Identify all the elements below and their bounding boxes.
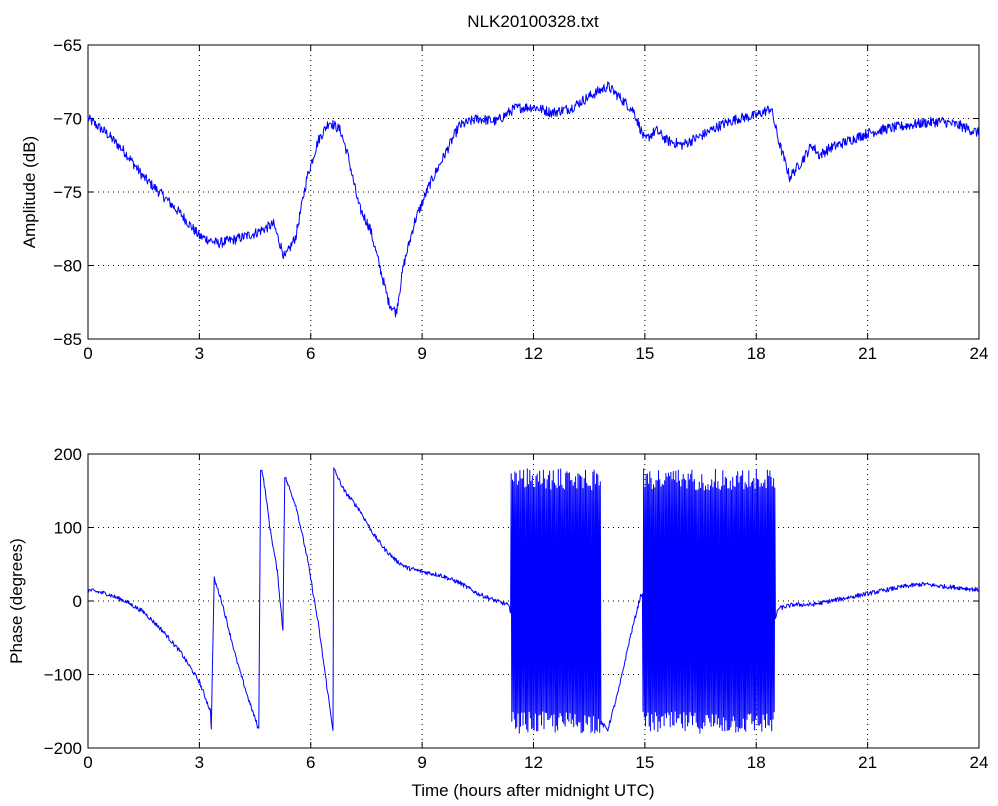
phase-y-tick-label: 0 xyxy=(73,592,82,611)
phase-panel: 0 3 6 9 12 15 18 21 24 200 100 0 −100 −200 Time (hour… xyxy=(7,445,988,800)
amplitude-y-tick-label: −80 xyxy=(53,257,82,276)
phase-x-tick-label: 12 xyxy=(524,753,543,772)
amplitude-y-tick-label: −75 xyxy=(53,183,82,202)
phase-ticks xyxy=(87,453,980,749)
phase-y-tick-label: 200 xyxy=(54,445,82,464)
phase-y-tick-label: 100 xyxy=(54,519,82,538)
phase-x-tick-label: 21 xyxy=(858,753,877,772)
amplitude-x-tick-label: 6 xyxy=(306,344,315,363)
phase-x-tick-label: 0 xyxy=(83,753,92,772)
amplitude-x-tick-label: 18 xyxy=(747,344,766,363)
amplitude-panel: 0 3 6 9 12 15 18 21 24 −65 −70 −75 −80 −85 NLK2010032… xyxy=(20,12,988,363)
amplitude-x-tick-label: 24 xyxy=(970,344,989,363)
phase-x-tick-label: 6 xyxy=(306,753,315,772)
phase-series-line xyxy=(87,467,980,734)
amplitude-y-axis-label: Amplitude (dB) xyxy=(20,136,39,248)
phase-y-axis-label: Phase (degrees) xyxy=(7,538,26,664)
amplitude-series-line xyxy=(87,81,980,318)
phase-x-tick-label: 24 xyxy=(970,753,989,772)
phase-x-axis-label: Time (hours after midnight UTC) xyxy=(411,781,654,800)
amplitude-x-tick-label: 21 xyxy=(858,344,877,363)
phase-tick-labels: 0 3 6 9 12 15 18 21 24 200 100 0 −100 −200 xyxy=(44,445,989,772)
phase-x-tick-label: 3 xyxy=(195,753,204,772)
phase-y-tick-label: −100 xyxy=(44,666,82,685)
amplitude-y-tick-label: −65 xyxy=(53,36,82,55)
amplitude-x-tick-label: 0 xyxy=(83,344,92,363)
amplitude-x-tick-label: 3 xyxy=(195,344,204,363)
amplitude-y-tick-label: −70 xyxy=(53,110,82,129)
amplitude-x-tick-label: 9 xyxy=(417,344,426,363)
amplitude-ticks xyxy=(87,44,980,340)
phase-x-tick-label: 18 xyxy=(747,753,766,772)
phase-x-tick-label: 15 xyxy=(635,753,654,772)
phase-x-tick-label: 9 xyxy=(417,753,426,772)
chart-title: NLK20100328.txt xyxy=(467,12,599,31)
amplitude-y-tick-label: −85 xyxy=(53,330,82,349)
amplitude-grid xyxy=(88,45,979,339)
amplitude-x-tick-label: 12 xyxy=(524,344,543,363)
phase-y-tick-label: −200 xyxy=(44,739,82,758)
amplitude-x-tick-label: 15 xyxy=(635,344,654,363)
amplitude-tick-labels: 0 3 6 9 12 15 18 21 24 −65 −70 −75 −80 −85 xyxy=(53,36,988,363)
